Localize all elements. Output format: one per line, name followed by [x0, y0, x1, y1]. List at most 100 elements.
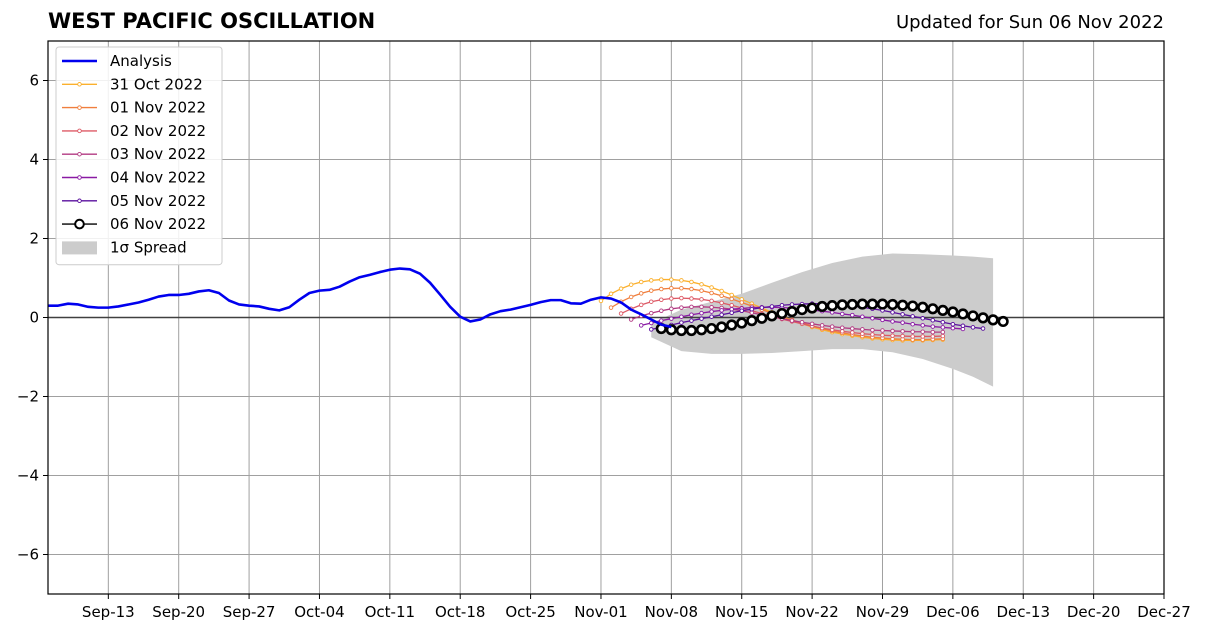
forecast-marker — [669, 286, 674, 291]
forecast-marker — [659, 297, 664, 302]
forecast-marker — [608, 291, 614, 297]
forecast-marker-latest — [816, 300, 828, 313]
forecast-marker — [950, 325, 956, 331]
forecast-line — [651, 303, 984, 330]
x-tick-label: Dec-06 — [926, 603, 980, 621]
forecast-marker — [930, 324, 936, 329]
forecast-marker — [659, 308, 664, 314]
forecast-marker — [870, 327, 875, 333]
forecast-marker — [910, 334, 915, 339]
x-tick-label: Nov-08 — [645, 603, 698, 621]
forecast-marker — [719, 288, 724, 294]
forecast-marker — [950, 321, 956, 327]
x-tick-label: Oct-25 — [505, 603, 555, 621]
forecast-marker — [910, 314, 915, 319]
forecast-marker — [930, 318, 936, 323]
forecast-marker — [970, 325, 976, 330]
forecast-marker — [679, 278, 684, 283]
x-tick-label: Nov-22 — [785, 603, 838, 621]
forecast-marker — [659, 286, 664, 292]
forecast-marker — [789, 302, 795, 307]
forecast-marker — [819, 323, 825, 328]
axes: Sep-13 Sep-20 Sep-27 Oct-04 Oct-11 Oct-18 Oct-… — [17, 40, 1191, 621]
forecast-marker — [960, 323, 966, 329]
forecast-marker — [729, 303, 734, 308]
forecast-marker-latest — [806, 302, 818, 314]
forecast-marker — [608, 305, 614, 310]
legend-label: 1σ Spread — [110, 238, 187, 256]
forecast-marker — [699, 316, 704, 321]
forecast-marker — [709, 298, 714, 304]
y-tick-label: 2 — [29, 230, 39, 248]
forecast-marker-latest — [856, 298, 868, 310]
legend-swatch-marker — [77, 105, 82, 110]
forecast-marker-latest — [886, 298, 899, 311]
forecast-marker — [890, 333, 895, 338]
forecast-marker — [648, 310, 654, 316]
forecast-marker-latest — [746, 315, 758, 327]
forecast-marker — [910, 321, 915, 327]
forecast-marker — [900, 329, 905, 334]
forecast-marker — [689, 279, 694, 285]
forecast-marker — [850, 326, 855, 331]
legend-swatch-marker — [77, 82, 82, 87]
forecast-marker — [900, 333, 905, 339]
forecast-marker — [940, 325, 946, 330]
forecast-marker — [669, 316, 674, 321]
forecast-marker — [719, 308, 724, 313]
forecast-marker — [749, 306, 755, 312]
forecast-marker — [940, 333, 946, 339]
forecast-marker — [679, 286, 684, 291]
forecast-marker — [840, 329, 845, 334]
legend-label: 05 Nov 2022 — [110, 192, 206, 210]
forecast-marker-latest — [866, 298, 879, 310]
forecast-marker — [890, 310, 895, 315]
forecast-marker — [789, 318, 795, 323]
forecast-marker — [739, 300, 744, 305]
forecast-marker-latest — [987, 314, 999, 326]
forecast-marker-latest — [977, 312, 989, 324]
forecast-marker — [779, 303, 785, 308]
x-tick-label: Dec-13 — [996, 603, 1050, 621]
forecast-marker — [648, 299, 654, 304]
forecast-marker — [769, 304, 775, 309]
x-tick-label: Oct-04 — [294, 603, 344, 621]
forecast-marker — [930, 329, 936, 335]
forecast-marker — [729, 306, 734, 312]
forecast-marker — [699, 288, 704, 293]
forecast-marker — [659, 318, 664, 323]
forecast-marker — [860, 327, 865, 332]
x-tick-label: Dec-27 — [1137, 603, 1191, 621]
x-tick-label: Nov-01 — [574, 603, 627, 621]
forecast-marker — [920, 329, 925, 334]
legend-swatch-marker — [77, 175, 82, 180]
legend-box — [55, 46, 223, 266]
forecast-marker — [709, 304, 714, 310]
legend-label: 06 Nov 2022 — [110, 215, 206, 233]
forecast-marker — [880, 317, 885, 323]
forecast-marker — [648, 278, 654, 283]
forecast-marker — [719, 293, 724, 299]
forecast-marker-latest — [907, 300, 919, 312]
forecast-marker-latest — [675, 324, 688, 337]
forecast-marker — [729, 310, 734, 316]
legend-label: Analysis — [110, 52, 172, 70]
forecast-marker — [799, 319, 805, 325]
forecast-marker — [940, 319, 946, 325]
legend-swatch-marker — [77, 198, 82, 204]
forecast-marker — [679, 295, 684, 301]
forecast-marker-latest — [937, 304, 949, 316]
forecast-marker-latest — [896, 299, 909, 311]
forecast-marker-latest — [967, 310, 979, 322]
legend-swatch-marker — [77, 151, 82, 157]
forecast-marker-latest — [766, 310, 778, 322]
forecast-marker — [659, 277, 664, 282]
forecast-marker — [910, 329, 915, 334]
forecast-marker — [689, 286, 694, 292]
y-tick-label: −2 — [17, 388, 39, 406]
forecast-marker-latest — [826, 300, 838, 312]
forecast-marker-latest — [695, 324, 708, 336]
forecast-marker-latest — [836, 299, 848, 311]
forecast-marker-latest — [736, 317, 748, 329]
forecast-marker — [920, 334, 925, 339]
